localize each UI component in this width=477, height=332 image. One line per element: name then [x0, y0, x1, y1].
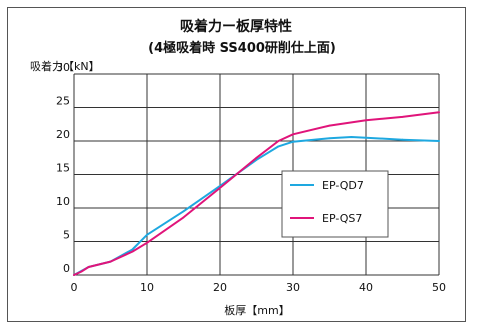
data-point-ep-qs7-4: [131, 250, 134, 253]
data-point-ep-qd7-15: [438, 140, 440, 142]
x-tick-label-2: 20: [213, 281, 227, 294]
data-point-ep-qs7-2: [87, 266, 90, 268]
y-tick-label-4: 20: [56, 128, 70, 141]
y-axis-label: 吸着力【kN】: [30, 59, 100, 73]
data-point-ep-qd7-10: [292, 140, 294, 143]
y-tick-label-6: 30: [56, 61, 70, 74]
data-point-ep-qs7-5: [146, 241, 148, 244]
data-point-ep-qs7-8: [255, 156, 258, 159]
data-point-ep-qs7-13: [401, 116, 404, 118]
x-axis-label: 板厚【mm】: [224, 303, 289, 317]
data-point-ep-qs7-12: [365, 119, 367, 122]
data-point-ep-qd7-14: [401, 138, 404, 141]
y-tick-label-5: 25: [56, 95, 70, 108]
data-point-ep-qs7-6: [182, 216, 185, 219]
data-point-ep-qd7-9: [277, 145, 280, 148]
data-point-ep-qs7-14: [438, 111, 440, 114]
data-point-ep-qd7-5: [146, 233, 148, 236]
legend: EP-QD7 EP-QS7: [281, 170, 389, 238]
y-tick-label-1: 5: [63, 229, 70, 242]
data-point-ep-qs7-11: [328, 124, 331, 127]
chart-subtitle: (4極吸着時 SS400研削仕上面): [148, 40, 336, 56]
data-point-ep-qd7-13: [365, 136, 367, 139]
x-tick-label-1: 10: [140, 281, 154, 294]
data-point-ep-qs7-0: [73, 274, 75, 276]
x-tick-label-5: 50: [432, 281, 446, 294]
y-tick-label-0: 0: [63, 262, 70, 275]
x-tick-label-0: 0: [71, 281, 78, 294]
x-tick-label-4: 40: [359, 281, 373, 294]
data-point-ep-qs7-7: [219, 187, 221, 189]
data-point-ep-qs7-1: [80, 270, 83, 273]
chart-svg: 吸着力ー板厚特性 (4極吸着時 SS400研削仕上面) 吸着力【kN】 板厚【m…: [30, 18, 446, 317]
y-tick-label-2: 10: [56, 195, 70, 208]
data-point-ep-qs7-10: [292, 133, 294, 136]
data-point-ep-qd7-11: [328, 137, 331, 140]
data-point-ep-qs7-3: [109, 260, 112, 263]
data-point-ep-qd7-6: [182, 210, 185, 213]
data-point-ep-qd7-12: [350, 136, 353, 138]
data-point-ep-qs7-9: [277, 140, 280, 142]
chart-title: 吸着力ー板厚特性: [180, 18, 292, 35]
data-point-ep-qd7-4: [131, 248, 134, 251]
legend-label-ep-qd7: EP-QD7: [322, 179, 364, 192]
x-tick-label-3: 30: [286, 281, 300, 294]
y-tick-label-3: 15: [56, 162, 70, 175]
series-layer: [73, 111, 440, 276]
tick-layer: 0 10 20 30 40 50 0 5 10 15 20 25 30: [56, 61, 446, 294]
legend-label-ep-qs7: EP-QS7: [322, 212, 362, 225]
chart-frame: 吸着力ー板厚特性 (4極吸着時 SS400研削仕上面) 吸着力【kN】 板厚【m…: [7, 7, 466, 322]
legend-box: [281, 170, 389, 238]
